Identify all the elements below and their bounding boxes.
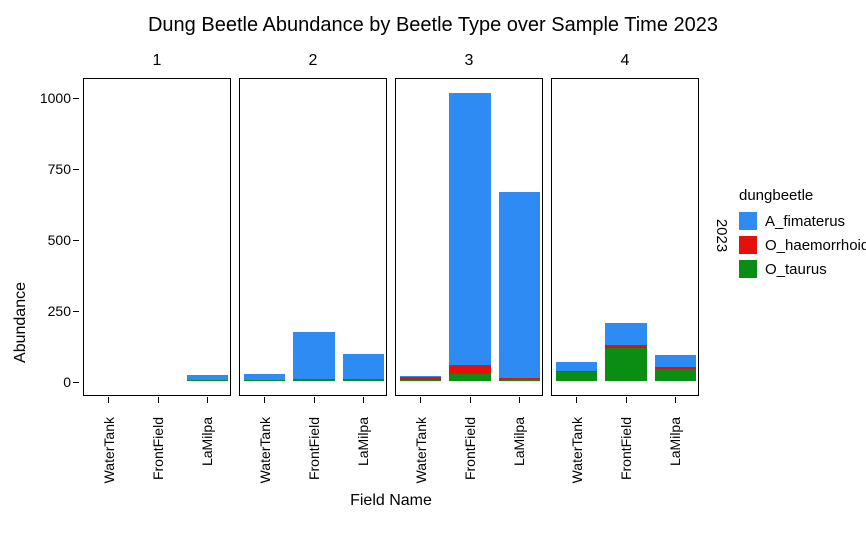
bar-segment <box>293 379 334 380</box>
x-tick-label: FrontField <box>618 417 634 487</box>
bar-segment <box>293 332 334 379</box>
bar <box>499 192 540 381</box>
y-tick <box>73 169 79 170</box>
x-tick <box>314 397 315 403</box>
legend: dungbeetle A_fimaterus O_haemorrhoidalis O… <box>739 187 866 284</box>
bar-segment <box>605 323 646 344</box>
facet-top-label: 2 <box>239 52 387 70</box>
bar-segment <box>449 365 490 374</box>
facet-top-label: 3 <box>395 52 543 70</box>
bar-segment <box>556 362 597 371</box>
y-tick <box>73 240 79 241</box>
x-tick <box>626 397 627 403</box>
bar <box>556 362 597 380</box>
x-tick-label: WaterTank <box>257 417 273 487</box>
x-tick <box>420 397 421 403</box>
x-tick-label: LaMilpa <box>199 417 215 487</box>
y-tick <box>73 382 79 383</box>
legend-label: O_taurus <box>765 261 827 278</box>
x-tick-label: WaterTank <box>569 417 585 487</box>
bar-segment <box>343 379 384 380</box>
bar-segment <box>655 355 696 366</box>
bar <box>449 93 490 381</box>
legend-swatch <box>739 212 757 230</box>
y-tick-label: 0 <box>63 374 71 390</box>
bar <box>244 374 285 381</box>
legend-swatch <box>739 236 757 254</box>
y-tick <box>73 311 79 312</box>
bar-segment <box>655 369 696 380</box>
x-tick <box>108 397 109 403</box>
legend-label: A_fimaterus <box>765 213 845 230</box>
chart-figure: Dung Beetle Abundance by Beetle Type ove… <box>0 0 866 534</box>
y-tick-label: 1000 <box>40 90 71 106</box>
facet-right-strip: 2023 <box>713 219 730 252</box>
y-tick-label: 250 <box>48 303 71 319</box>
facet-top-labels: 1234 <box>83 52 699 70</box>
bar-segment <box>343 354 384 379</box>
bar-segment <box>499 379 540 380</box>
bar <box>293 332 334 381</box>
legend-title: dungbeetle <box>739 187 866 204</box>
x-tick-label: LaMilpa <box>355 417 371 487</box>
bar-segment <box>400 380 441 381</box>
facet-panel: WaterTankFrontFieldLaMilpa <box>83 78 231 396</box>
facet-panels: WaterTankFrontFieldLaMilpaWaterTankFront… <box>83 78 699 396</box>
x-tick-label: LaMilpa <box>667 417 683 487</box>
y-tick-label: 750 <box>48 161 71 177</box>
bar-segment <box>244 380 285 381</box>
x-tick <box>158 397 159 403</box>
legend-item: O_taurus <box>739 260 866 278</box>
x-tick-label: LaMilpa <box>511 417 527 487</box>
bar-segment <box>605 348 646 381</box>
x-tick-label: FrontField <box>462 417 478 487</box>
bar-segment <box>556 372 597 381</box>
bar <box>400 376 441 381</box>
x-tick <box>207 397 208 403</box>
legend-item: O_haemorrhoidalis <box>739 236 866 254</box>
bar-segment <box>449 93 490 366</box>
x-tick <box>576 397 577 403</box>
legend-label: O_haemorrhoidalis <box>765 237 866 254</box>
y-axis-title: Abundance <box>12 282 30 363</box>
bar <box>655 355 696 381</box>
chart-title: Dung Beetle Abundance by Beetle Type ove… <box>0 14 866 37</box>
x-tick <box>470 397 471 403</box>
facet-panel: WaterTankFrontFieldLaMilpa <box>395 78 543 396</box>
x-axis-title: Field Name <box>83 492 699 510</box>
bar-segment <box>499 192 540 378</box>
y-tick-label: 500 <box>48 232 71 248</box>
y-tick <box>73 98 79 99</box>
bar <box>187 375 228 381</box>
x-tick-label: FrontField <box>150 417 166 487</box>
x-tick-label: FrontField <box>306 417 322 487</box>
facet-panel: WaterTankFrontFieldLaMilpa <box>551 78 699 396</box>
x-tick-label: WaterTank <box>413 417 429 487</box>
legend-item: A_fimaterus <box>739 212 866 230</box>
x-tick <box>519 397 520 403</box>
x-tick <box>363 397 364 403</box>
bar-segment <box>449 374 490 381</box>
x-tick-label: WaterTank <box>101 417 117 487</box>
x-tick <box>264 397 265 403</box>
facet-panel: WaterTankFrontFieldLaMilpa <box>239 78 387 396</box>
legend-swatch <box>739 260 757 278</box>
facet-top-label: 1 <box>83 52 231 70</box>
x-tick <box>675 397 676 403</box>
bar <box>343 354 384 381</box>
bar <box>605 323 646 380</box>
bar-segment <box>187 380 228 381</box>
facet-top-label: 4 <box>551 52 699 70</box>
